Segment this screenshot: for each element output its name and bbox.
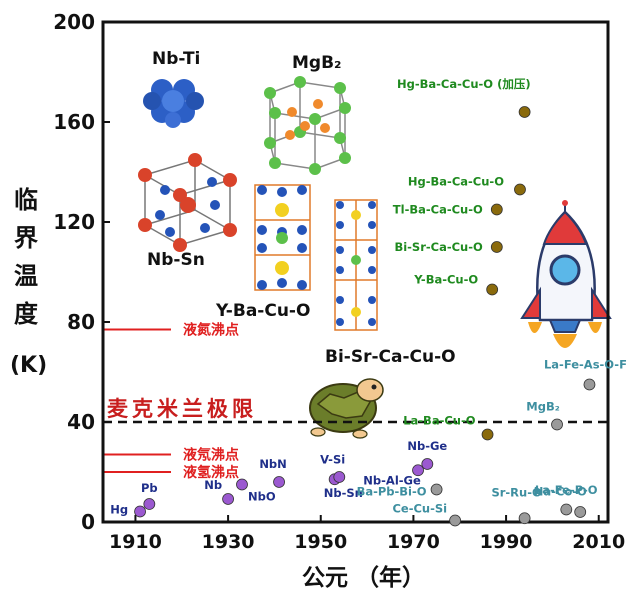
y-tick-label-120: 120 — [53, 210, 95, 234]
nb-sn-structure-image — [138, 153, 237, 252]
turtle-illustration — [309, 378, 384, 439]
y-axis-title: 临 界 温 度 (K) — [10, 186, 47, 378]
point-label-v-si: V-Si — [320, 452, 345, 466]
point-label-tl-ba-ca-cu-o: Tl-Ba-Ca-Cu-O — [393, 203, 483, 217]
point-label-hg-ba-ca-cu-o: Hg-Ba-Ca-Cu-O (加压) — [397, 77, 531, 91]
reference-line-label-1: 液氮沸点 — [183, 322, 239, 339]
structure-label-mgb2: MgB₂ — [292, 53, 342, 73]
y-axis-title-unit: (K) — [10, 353, 47, 378]
point-label-hg-ba-ca-cu-o: Hg-Ba-Ca-Cu-O — [408, 175, 504, 189]
point-label-nbo: NbO — [248, 490, 276, 504]
y-tick-label-80: 80 — [67, 310, 95, 334]
point-sr-ru-o — [518, 512, 531, 525]
y-tick-label-200: 200 — [53, 10, 95, 34]
bscco-structure-image — [334, 199, 378, 331]
illustrations — [138, 76, 612, 439]
y-axis-ticks: 0 40 80 120 160 200 — [53, 10, 110, 534]
point-la-fe-as-o-f — [583, 378, 596, 391]
point-label-hg: Hg — [110, 503, 128, 517]
point-nb-ge — [421, 458, 434, 470]
point-la-ba-cu-o — [481, 428, 494, 441]
y-axis-title-char-2: 界 — [14, 224, 38, 252]
point-nb-sn — [333, 471, 346, 483]
point-label-na-co-o: Na-Co-O — [534, 485, 587, 499]
point-label-ba-pb-bi-o: Ba-Pb-Bi-O — [357, 485, 427, 499]
plot-frame — [101, 20, 610, 524]
x-tick-label-1950: 1950 — [294, 531, 347, 553]
point-nbn — [273, 476, 285, 488]
point-hg-ba-ca-cu-o — [518, 106, 531, 118]
x-axis-ticks: 1910 1930 1950 1970 1990 2010 — [109, 515, 625, 553]
point-label-ce-cu-si: Ce-Cu-Si — [392, 502, 447, 516]
point-label-nbn: NbN — [259, 457, 286, 471]
point-label-y-ba-cu-o: Y-Ba-Cu-O — [413, 273, 478, 287]
reference-line-label-2: 麦克米兰极限 — [107, 397, 257, 421]
x-axis-title: 公元 （年） — [302, 564, 425, 591]
x-tick-label-2010: 2010 — [572, 531, 625, 553]
point-label-nb-al-ge: Nb-Al-Ge — [363, 473, 421, 487]
point-la-fe-p-o — [574, 506, 587, 518]
y-tick-label-0: 0 — [81, 510, 95, 534]
point-ba-pb-bi-o — [430, 483, 443, 496]
y-axis-title-char-4: 度 — [14, 300, 39, 328]
y-axis-title-char-1: 临 — [14, 186, 38, 214]
nb-ti-structure-image — [143, 79, 204, 128]
point-nb — [222, 493, 234, 505]
point-label-pb: Pb — [141, 481, 158, 495]
point-label-nb-ge: Nb-Ge — [407, 439, 447, 453]
point-tl-ba-ca-cu-o — [490, 203, 503, 216]
y-tick-label-160: 160 — [53, 110, 95, 134]
point-label-la-fe-p-o: La-Fe-P-O — [535, 483, 598, 497]
point-label-sr-ru-o: Sr-Ru-O — [491, 485, 542, 499]
x-tick-label-1910: 1910 — [109, 531, 162, 553]
point-hg-ba-ca-cu-o — [514, 183, 526, 196]
structure-label-nb-sn: Nb-Sn — [147, 250, 205, 270]
structure-label-ybco: Y-Ba-Cu-O — [215, 301, 310, 321]
point-pb — [143, 498, 156, 510]
point-ce-cu-si — [449, 514, 462, 527]
point-label-nb-sn: Nb-Sn — [324, 486, 363, 500]
point-na-co-o — [560, 503, 573, 516]
point-nb-al-ge — [412, 464, 424, 477]
structure-label-nb-ti: Nb-Ti — [152, 49, 200, 69]
point-bi-sr-ca-cu-o — [490, 241, 503, 253]
point-hg — [134, 505, 146, 518]
x-tick-label-1930: 1930 — [202, 531, 255, 553]
ybco-structure-image — [254, 184, 311, 291]
point-label-nb: Nb — [204, 478, 222, 492]
point-label-la-fe-as-o-f: La-Fe-As-O-F — [544, 358, 627, 372]
x-tick-label-1990: 1990 — [480, 531, 533, 553]
point-nbo — [236, 478, 248, 491]
rocket-illustration — [520, 200, 612, 348]
reference-line-label-3: 液氖沸点 — [183, 447, 239, 464]
point-label-mgb: MgB₂ — [526, 400, 559, 414]
y-tick-label-40: 40 — [67, 410, 95, 434]
mgb2-structure-image — [264, 76, 351, 175]
structure-label-bscco: Bi-Sr-Ca-Cu-O — [325, 347, 456, 367]
reference-line-label-4: 液氢沸点 — [183, 464, 239, 481]
point-label-bi-sr-ca-cu-o: Bi-Sr-Ca-Cu-O — [394, 240, 483, 254]
point-label-la-ba-cu-o: La-Ba-Cu-O — [403, 414, 476, 428]
x-tick-label-1970: 1970 — [387, 531, 440, 553]
point-y-ba-cu-o — [486, 283, 499, 296]
y-axis-title-char-3: 温 — [14, 262, 38, 290]
structure-labels: Nb-Ti MgB₂ Nb-Sn Y-Ba-Cu-O Bi-Sr-Ca-Cu-O — [147, 49, 456, 367]
point-mgb — [551, 418, 563, 431]
